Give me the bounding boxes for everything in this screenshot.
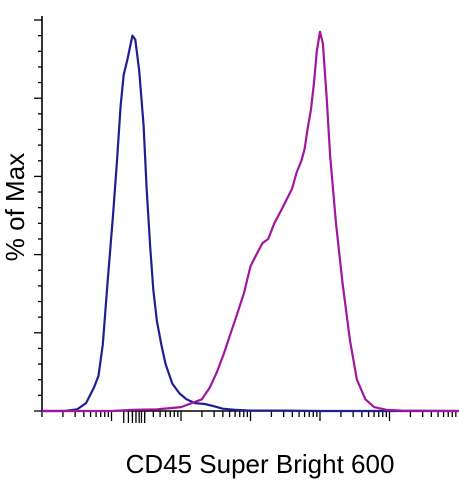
x-axis-label: CD45 Super Bright 600 <box>126 449 395 479</box>
x-axis <box>41 410 459 423</box>
histogram-series-2 <box>42 30 459 413</box>
y-axis-label: % of Max <box>0 153 30 261</box>
series-layer <box>42 30 459 413</box>
histogram-series-1 <box>42 34 459 413</box>
y-axis <box>34 16 43 412</box>
